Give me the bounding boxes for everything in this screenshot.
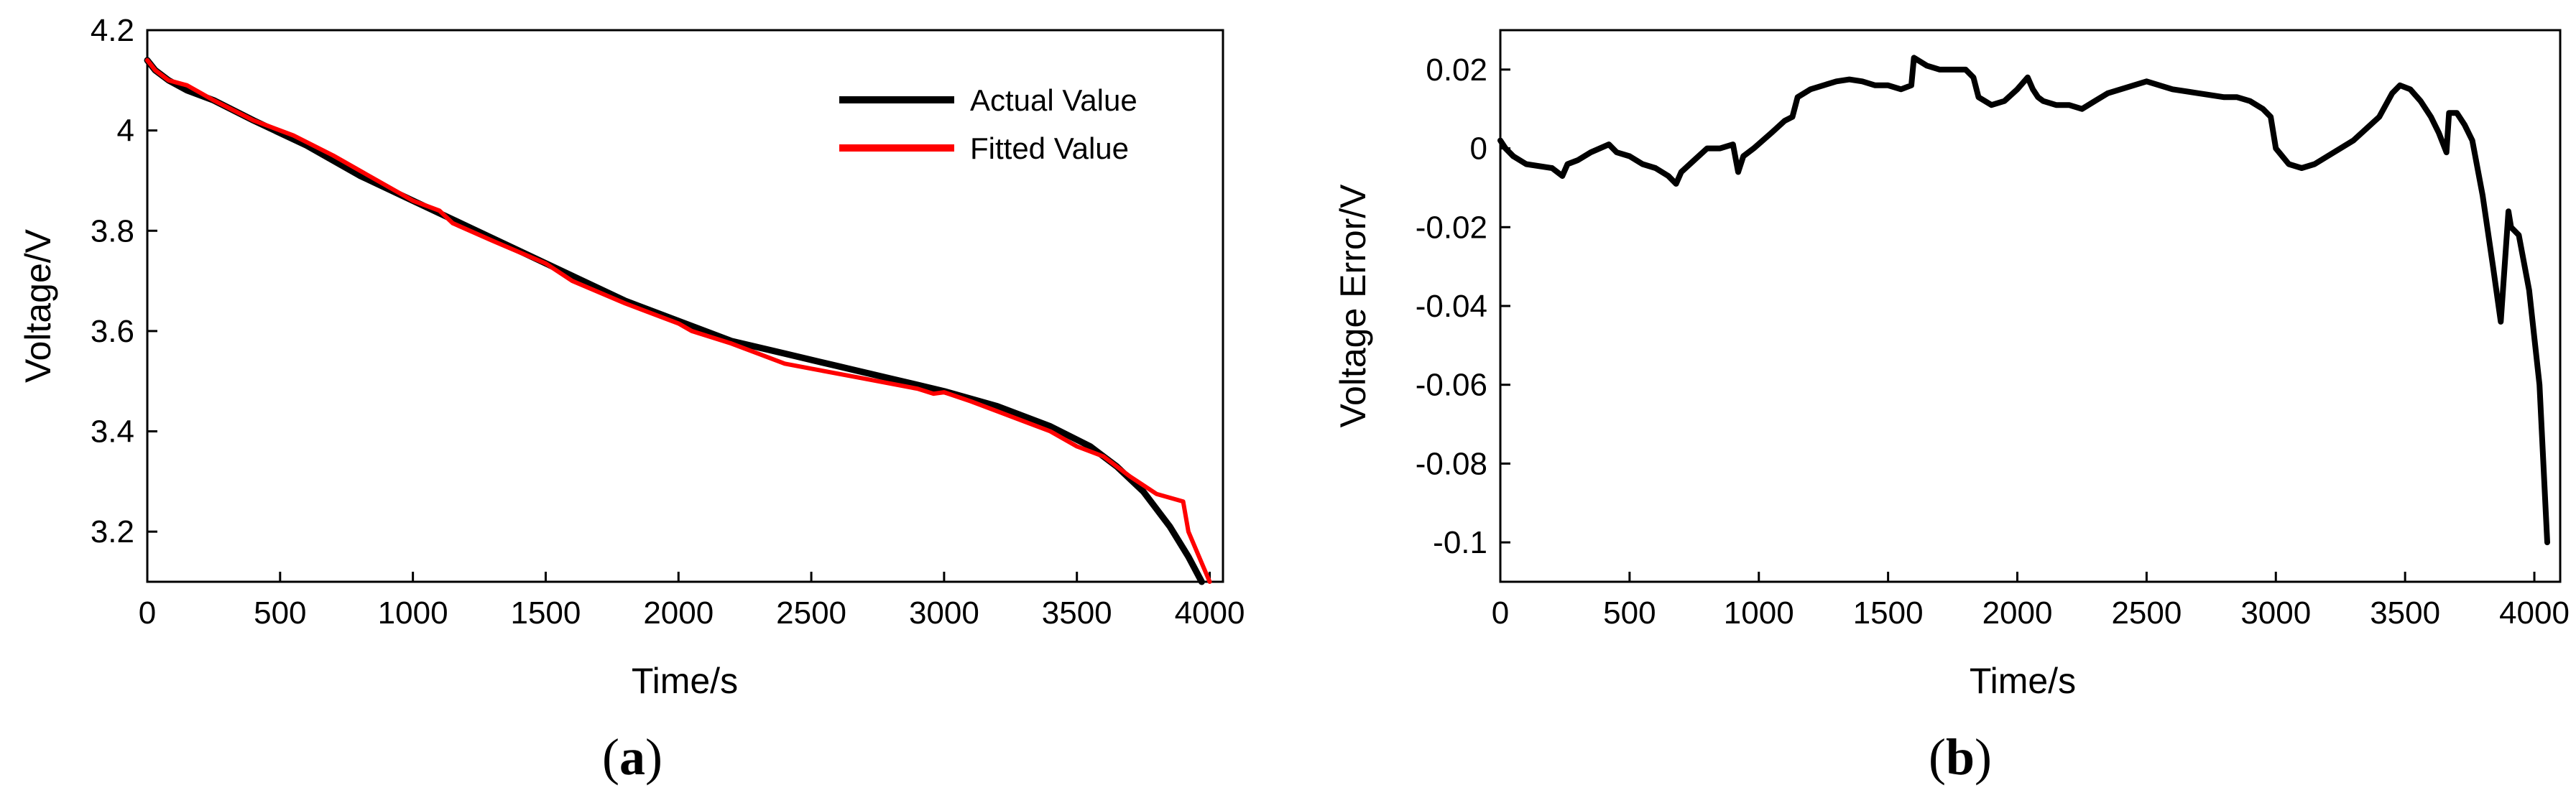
panel-b-y-tick-label-6: 0.02 [1426, 52, 1487, 88]
panel-b-y-ticks: -0.1 -0.08 -0.06 -0.04 -0.02 0 0.02 [1416, 52, 1510, 560]
panel-a-legend: Actual Value Fitted Value [839, 83, 1137, 165]
panel-b-plot-frame [1499, 29, 2562, 583]
panel-b-y-tick-label-3: -0.04 [1416, 289, 1487, 324]
panel-a-x-tick-label-2: 1000 [378, 595, 448, 631]
panel-a-x-tick-label-7: 3500 [1042, 595, 1112, 631]
panel-a-x-axis-label: Time/s [632, 661, 738, 701]
panel-b-x-ticks: 0 500 1000 1500 2000 2500 3000 3500 4000 [1492, 572, 2570, 631]
panel-b-series [1497, 55, 2550, 546]
panel-b-x-axis-label: Time/s [1970, 661, 2076, 701]
panel-b-x-tick-label-3: 1500 [1853, 595, 1924, 631]
panel-a-x-tick-label-8: 4000 [1175, 595, 1245, 631]
panel-a-plot-frame [146, 29, 1224, 583]
panel-b-x-tick-label-4: 2000 [1982, 595, 2053, 631]
panel-a-caption-open: ( [602, 728, 619, 786]
panel-a-y-tick-label-2: 3.6 [91, 314, 134, 349]
panel-a-x-tick-label-3: 1500 [510, 595, 581, 631]
panel-b: 0 500 1000 1500 2000 2500 3000 3500 4000 -0.1-0.… [1333, 29, 2570, 786]
panel-b-x-tick-label-0: 0 [1492, 595, 1509, 631]
legend-fitted-value-label: Fitted Value [970, 131, 1129, 165]
panel-a-x-ticks: 0 500 1000 1500 2000 2500 3000 3500 4000 [139, 572, 1245, 631]
panel-b-caption: (b) [1929, 728, 1992, 786]
panel-b-y-tick-label-4: -0.02 [1416, 210, 1487, 245]
panel-b-series-line-voltage-error [1497, 55, 2550, 546]
panel-a-x-tick-label-0: 0 [139, 595, 156, 631]
panel-a-caption-letter: a [619, 728, 645, 786]
panel-b-caption-letter: b [1946, 728, 1975, 786]
panel-a-x-tick-label-1: 500 [254, 595, 306, 631]
panel-a: 0 500 1000 1500 2000 2500 3000 3500 4000 3.23.43… [18, 13, 1245, 786]
legend-actual-value-label: Actual Value [970, 83, 1137, 117]
panel-b-y-tick-label-2: -0.06 [1416, 368, 1487, 403]
panel-b-x-tick-label-8: 4000 [2499, 595, 2570, 631]
panel-a-y-axis-label: Voltage/V [18, 228, 58, 383]
panel-b-y-axis-label: Voltage Error/V [1333, 184, 1373, 428]
panel-b-y-tick-label-1: -0.08 [1416, 446, 1487, 481]
panel-b-x-tick-label-2: 1000 [1724, 595, 1794, 631]
panel-b-x-tick-label-6: 3000 [2240, 595, 2311, 631]
panel-b-x-tick-label-1: 500 [1603, 595, 1656, 631]
panel-a-caption: (a) [602, 728, 663, 786]
panel-a-y-tick-label-4: 4 [117, 113, 134, 149]
panel-b-y-tick-label-5: 0 [1470, 131, 1487, 167]
panel-b-y-tick-label-0: -0.1 [1433, 525, 1487, 560]
panel-a-x-tick-label-5: 2500 [776, 595, 846, 631]
panel-b-x-tick-label-7: 3500 [2370, 595, 2440, 631]
panel-a-series [144, 57, 1212, 585]
panel-a-x-tick-label-4: 2000 [643, 595, 714, 631]
panel-a-x-tick-label-6: 3000 [909, 595, 979, 631]
panel-a-y-tick-label-5: 4.2 [91, 13, 134, 48]
panel-a-series-line-fitted-value [145, 57, 1212, 584]
panel-b-caption-close: ) [1975, 728, 1992, 786]
panel-a-y-tick-label-3: 3.8 [91, 213, 134, 249]
panel-b-caption-open: ( [1929, 728, 1946, 786]
panel-b-x-tick-label-5: 2500 [2111, 595, 2182, 631]
panel-a-y-ticks: 3.2 3.4 3.6 3.8 4 4.2 [91, 13, 157, 549]
panel-a-y-tick-label-0: 3.2 [91, 514, 134, 549]
panel-a-y-tick-label-1: 3.4 [91, 414, 134, 450]
panel-a-caption-close: ) [645, 728, 663, 786]
